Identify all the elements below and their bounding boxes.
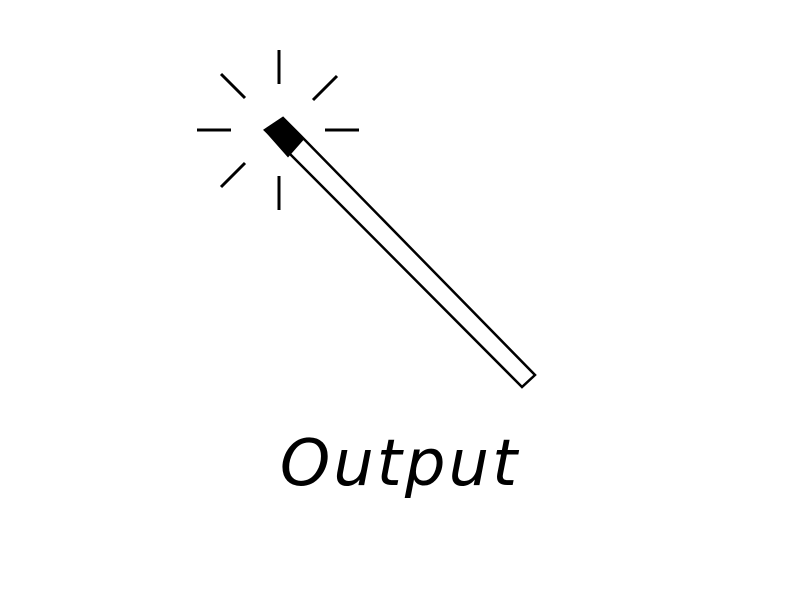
sparkle-icon — [197, 50, 359, 210]
wand-body — [263, 116, 537, 389]
caption-text: Output — [279, 427, 521, 501]
